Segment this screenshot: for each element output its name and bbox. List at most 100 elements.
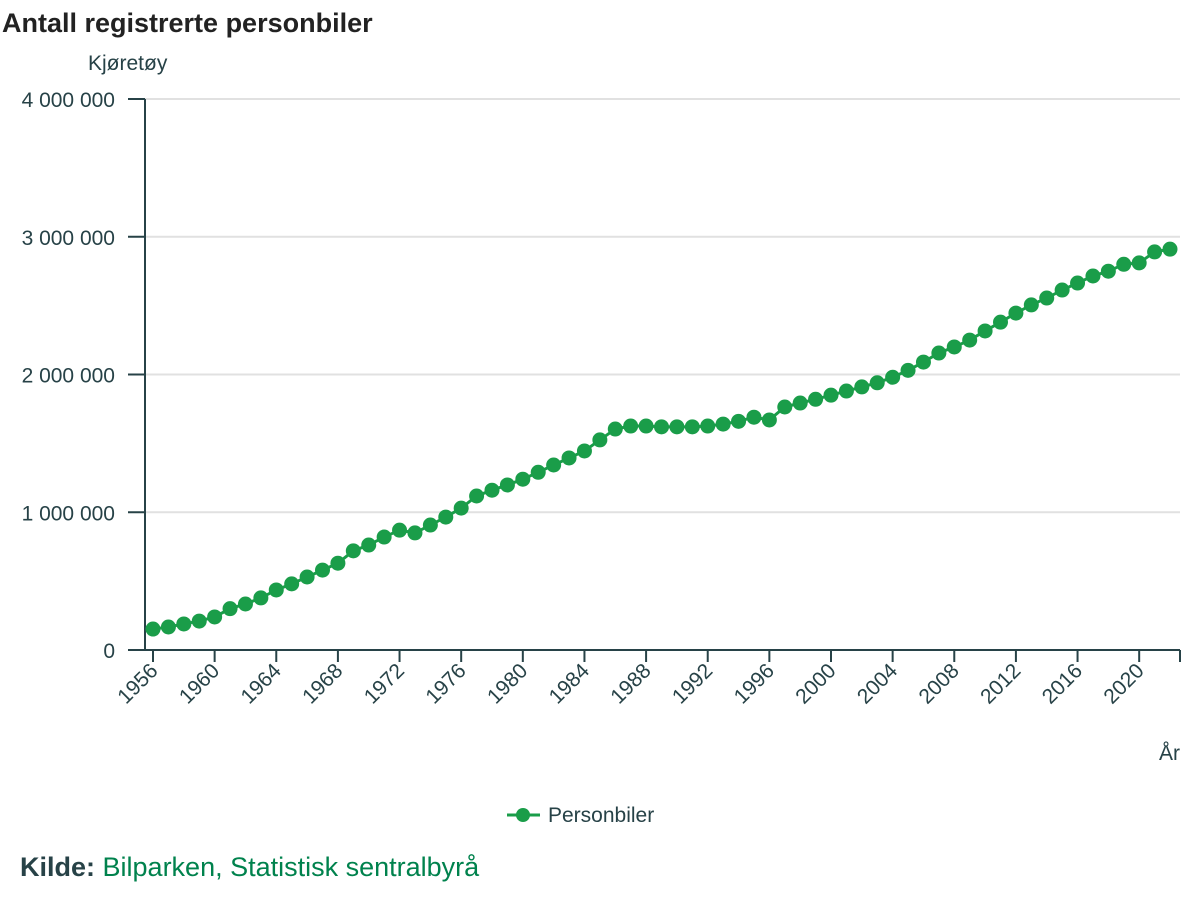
data-point: [268, 582, 284, 598]
x-tick-label: 1984: [545, 659, 595, 709]
data-point: [469, 488, 485, 504]
data-point: [638, 418, 654, 434]
data-point: [592, 432, 608, 448]
x-tick-label: 2000: [791, 659, 840, 708]
x-tick-label: 1972: [360, 659, 409, 708]
data-point: [623, 418, 639, 434]
data-point: [1116, 256, 1132, 272]
data-point: [808, 391, 824, 407]
data-point: [392, 522, 408, 538]
x-tick-label: 1976: [421, 659, 470, 708]
data-point: [1131, 255, 1147, 271]
x-tick-label: 1996: [730, 659, 779, 708]
data-point: [715, 416, 731, 432]
data-point: [931, 345, 947, 361]
data-point: [1008, 305, 1024, 321]
legend-label: Personbiler: [548, 804, 654, 827]
data-point: [1070, 275, 1086, 291]
data-point: [438, 509, 454, 525]
data-point: [376, 529, 392, 545]
data-point: [869, 375, 885, 391]
data-point: [823, 387, 839, 403]
source-note: Kilde: Bilparken, Statistisk sentralbyrå: [20, 852, 479, 883]
data-point: [576, 443, 592, 459]
source-label: Kilde:: [20, 852, 96, 882]
data-point: [993, 314, 1008, 330]
x-tick-label: 1956: [113, 659, 162, 708]
data-point: [1039, 290, 1055, 306]
data-point: [1085, 268, 1101, 284]
data-point: [654, 419, 669, 435]
data-point: [530, 464, 546, 480]
y-tick-label: 3 000 000: [22, 227, 115, 250]
x-tick-label: 1960: [175, 659, 224, 708]
y-tick-label: 4 000 000: [22, 89, 115, 112]
data-point: [160, 619, 176, 635]
data-point: [484, 482, 500, 498]
x-tick-label: 1980: [483, 659, 532, 708]
data-point: [422, 517, 438, 533]
data-point: [330, 555, 346, 571]
data-point: [684, 419, 700, 435]
source-link[interactable]: Bilparken, Statistisk sentralbyrå: [102, 852, 480, 882]
data-point: [885, 369, 901, 385]
data-point: [977, 323, 993, 339]
x-tick-label: 2016: [1038, 659, 1087, 708]
data-point: [915, 354, 931, 370]
data-point: [515, 471, 531, 487]
data-point: [299, 569, 315, 585]
y-axis-label: Kjøretøy: [88, 52, 168, 75]
chart-title: Antall registrerte personbiler: [2, 8, 373, 38]
data-point: [222, 601, 238, 617]
data-point: [1023, 297, 1039, 313]
data-point: [345, 543, 361, 559]
data-point: [1054, 282, 1070, 298]
series-personbiler: [145, 241, 1178, 637]
data-point: [176, 616, 192, 632]
data-point: [946, 339, 962, 355]
x-tick-label: 1988: [606, 659, 655, 708]
data-point: [1100, 263, 1116, 279]
data-point: [191, 613, 207, 629]
x-tick-label: 2008: [915, 659, 964, 708]
data-point: [145, 621, 161, 637]
data-point: [731, 413, 747, 429]
data-point: [1162, 241, 1178, 257]
data-point: [284, 576, 300, 592]
data-point: [607, 421, 623, 437]
data-point: [962, 332, 978, 348]
axes: 0 1 000 000 2 000 000 3 000 000 4 000 000 195…: [22, 89, 1181, 709]
gridlines: [145, 98, 1180, 514]
data-point: [407, 525, 423, 541]
y-tick-label: 0: [103, 640, 115, 663]
y-tick-label: 1 000 000: [22, 502, 115, 525]
data-point: [546, 457, 562, 473]
x-axis-label: År: [1159, 742, 1180, 765]
data-point: [315, 562, 330, 578]
x-tick-label: 2020: [1099, 659, 1148, 708]
data-point: [854, 379, 870, 395]
x-tick-label: 2004: [853, 659, 903, 709]
data-point: [761, 412, 777, 428]
data-point: [792, 395, 808, 411]
data-point: [1147, 244, 1163, 260]
data-point: [253, 590, 269, 606]
data-point: [838, 383, 854, 399]
data-point: [746, 409, 762, 425]
data-point: [237, 596, 253, 612]
x-tick-label: 2012: [976, 659, 1025, 708]
x-tick-label: 1992: [668, 659, 717, 708]
data-point: [669, 419, 685, 435]
data-point: [700, 418, 716, 434]
x-tick-label: 1968: [298, 659, 347, 708]
data-point: [777, 399, 793, 415]
legend[interactable]: Personbiler: [507, 804, 654, 827]
data-point: [900, 362, 916, 378]
data-point: [561, 450, 577, 466]
data-point: [207, 609, 223, 625]
data-point: [499, 477, 515, 493]
data-point: [453, 500, 469, 516]
x-tick-label: 1964: [237, 659, 287, 709]
legend-marker: [516, 808, 530, 822]
